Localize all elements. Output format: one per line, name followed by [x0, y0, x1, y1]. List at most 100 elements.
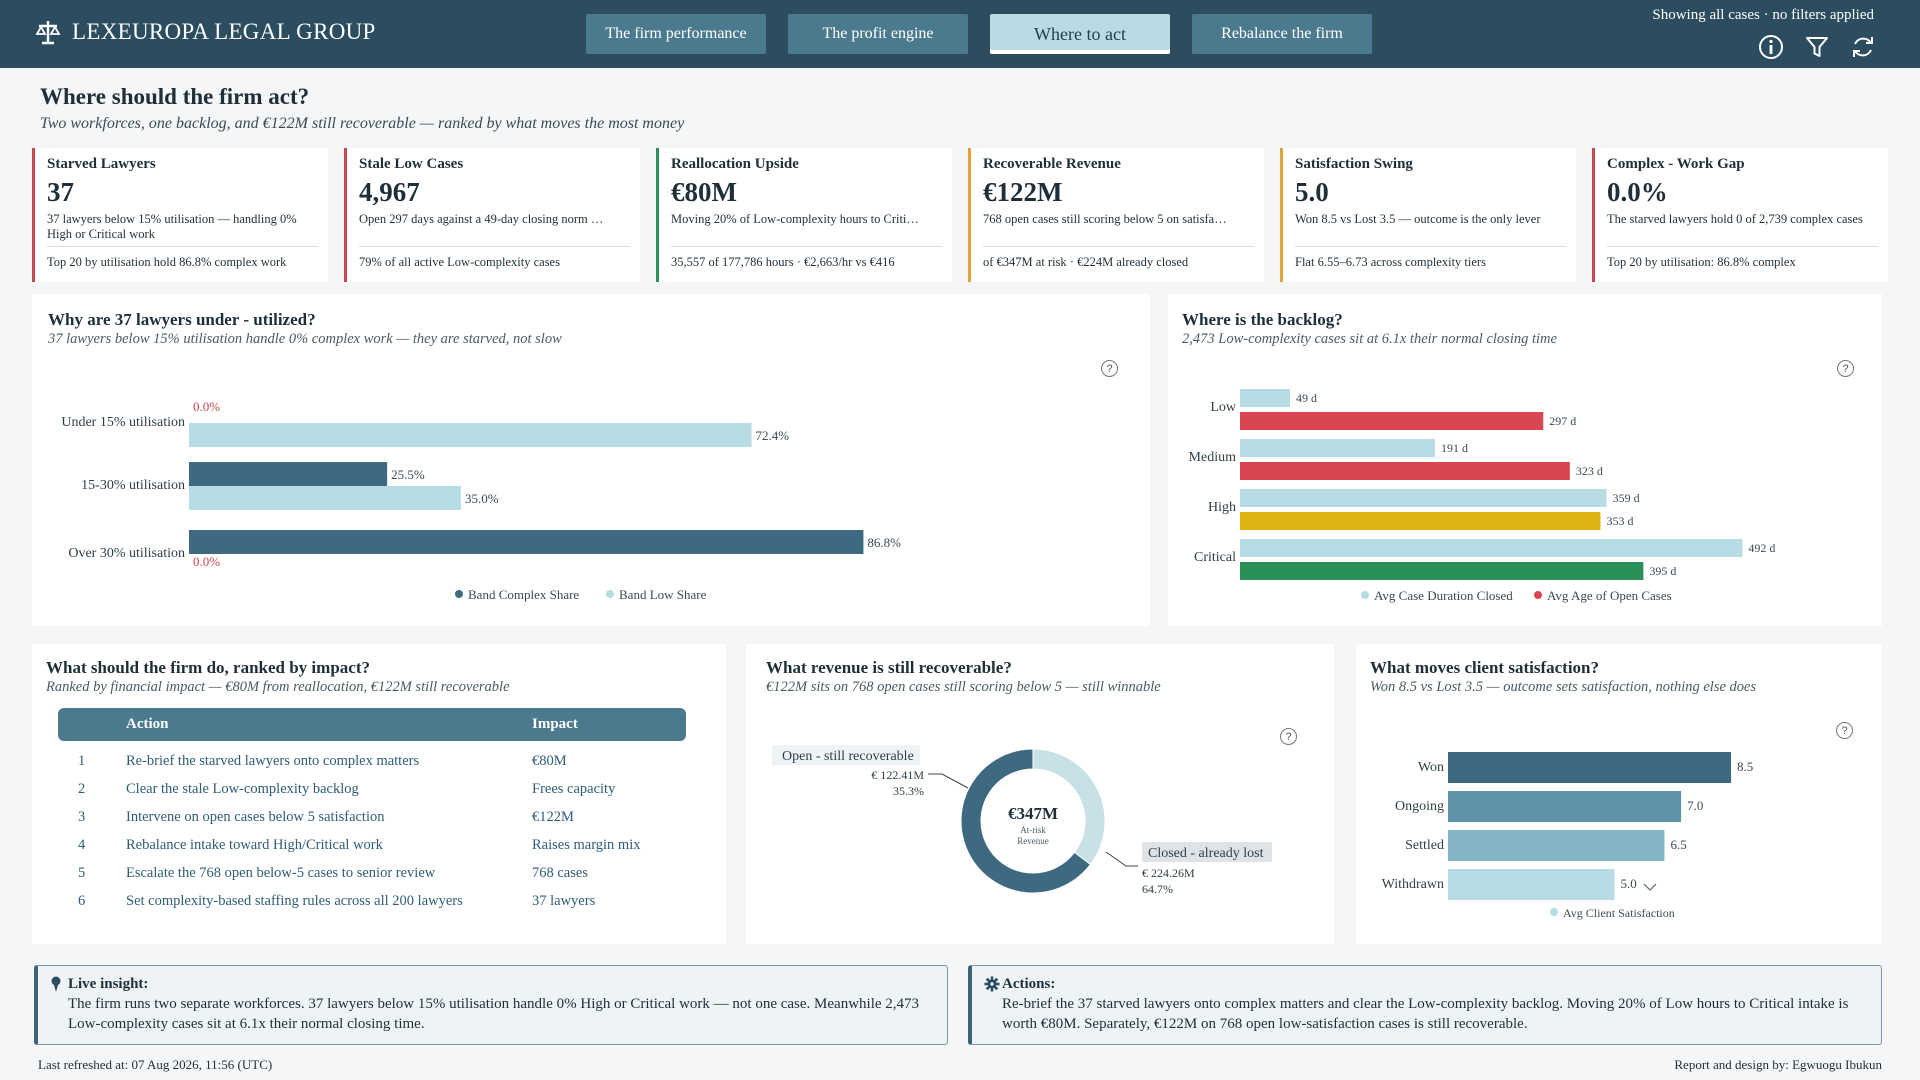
data-label: 492 d: [1748, 541, 1775, 555]
kpi-value: 0.0%: [1607, 177, 1668, 207]
category-label: 15-30% utilisation: [81, 478, 185, 493]
help-icon[interactable]: ?: [1280, 728, 1297, 745]
open-age-bar: [1240, 512, 1601, 530]
kpi-footnote: Flat 6.55–6.73 across complexity tiers: [1295, 246, 1566, 270]
actions-insight-title: Actions:: [1002, 976, 1056, 992]
table-row[interactable]: 5 Escalate the 768 open below-5 cases to …: [58, 859, 686, 887]
kpi-satisfaction-swing[interactable]: Satisfaction Swing 5.0 Won 8.5 vs Lost 3…: [1280, 148, 1576, 282]
low-share-bar: [189, 486, 461, 510]
data-label: 191 d: [1441, 441, 1468, 455]
legend-label: Band Complex Share: [468, 587, 579, 602]
slice-label-bg: [1142, 842, 1272, 862]
data-label: 359 d: [1613, 491, 1640, 505]
help-icon[interactable]: ?: [1836, 722, 1853, 739]
data-label: 0.0%: [193, 399, 220, 414]
row-number: 3: [78, 808, 86, 825]
brand[interactable]: LEXEUROPA LEGAL GROUP: [34, 18, 376, 46]
kpi-footnote: of €347M at risk · €224M already closed: [983, 246, 1254, 270]
kpi-footnote: Top 20 by utilisation: 86.8% complex: [1607, 246, 1878, 270]
duration-closed-bar: [1240, 389, 1291, 407]
kpi-stale-low-cases[interactable]: Stale Low Cases 4,967 Open 297 days agai…: [344, 148, 640, 282]
panel-subtitle: Won 8.5 vs Lost 3.5 — outcome sets satis…: [1370, 679, 1757, 695]
duration-closed-bar: [1240, 439, 1436, 457]
row-impact: 37 lawyers: [532, 892, 596, 909]
info-icon[interactable]: [1758, 34, 1784, 60]
slice-percent: 64.7%: [1142, 882, 1173, 896]
tab-where-to-act[interactable]: Where to act: [990, 14, 1170, 54]
kpi-starved-lawyers[interactable]: Starved Lawyers 37 37 lawyers below 15% …: [32, 148, 328, 282]
satisfaction-panel: What moves client satisfaction? Won 8.5 …: [1356, 644, 1882, 944]
slice-percent: 35.3%: [893, 784, 924, 798]
help-icon[interactable]: ?: [1101, 360, 1118, 377]
kpi-title: Reallocation Upside: [671, 156, 799, 172]
chevron-down-icon: [1643, 883, 1657, 891]
row-action: Intervene on open cases below 5 satisfac…: [126, 808, 385, 825]
open-age-bar: [1240, 412, 1544, 430]
category-label: Critical: [1194, 550, 1236, 565]
kpi-value: 4,967: [359, 177, 420, 207]
row-action: Re-brief the starved lawyers onto comple…: [126, 752, 420, 769]
low-share-bar: [189, 423, 752, 447]
open-age-bar: [1240, 562, 1644, 580]
table-row[interactable]: 1 Re-brief the starved lawyers onto compl…: [58, 747, 686, 775]
brand-name: LEXEUROPA LEGAL GROUP: [72, 19, 376, 44]
help-icon[interactable]: ?: [1837, 360, 1854, 377]
row-impact: Raises margin mix: [532, 836, 641, 853]
column-header-impact[interactable]: Impact: [532, 716, 578, 732]
filter-icon[interactable]: [1804, 34, 1830, 60]
data-label: 323 d: [1576, 464, 1603, 478]
utilisation-panel: Why are 37 lawyers under - utilized? 37 …: [32, 294, 1150, 626]
category-label: Over 30% utilisation: [68, 546, 185, 561]
category-label: Won: [1418, 760, 1444, 775]
data-label: 72.4%: [756, 428, 790, 443]
slice-leader-line: [928, 773, 969, 789]
kpi-footnote: Top 20 by utilisation hold 86.8% complex…: [47, 246, 318, 270]
row-impact: €80M: [532, 752, 567, 769]
category-label: Medium: [1189, 450, 1237, 465]
scales-logo-icon: [35, 21, 61, 45]
kpi-recoverable-revenue[interactable]: Recoverable Revenue €122M 768 open cases…: [968, 148, 1264, 282]
legend-label: Avg Age of Open Cases: [1547, 588, 1672, 603]
legend-label: Avg Client Satisfaction: [1563, 906, 1675, 920]
donut-center-value: €347M: [1008, 804, 1058, 823]
kpi-title: Recoverable Revenue: [983, 156, 1121, 172]
slice-label: Open - still recoverable: [782, 749, 914, 764]
legend-swatch: [606, 590, 614, 598]
tab-firm-performance[interactable]: The firm performance: [586, 14, 766, 54]
satisfaction-bar: [1448, 791, 1682, 822]
pin-icon: [50, 976, 62, 999]
kpi-description: 37 lawyers below 15% utilisation — handl…: [47, 212, 297, 241]
tab-rebalance[interactable]: Rebalance the firm: [1192, 14, 1372, 54]
column-header-action[interactable]: Action: [126, 716, 169, 732]
filter-status: Showing all cases · no filters applied: [1652, 7, 1874, 23]
satisfaction-bar: [1448, 830, 1665, 861]
donut-center-label: Revenue: [1017, 836, 1049, 846]
refresh-icon[interactable]: [1850, 34, 1876, 60]
row-number: 1: [78, 752, 86, 769]
tab-profit-engine[interactable]: The profit engine: [788, 14, 968, 54]
table-row[interactable]: 2 Clear the stale Low-complexity backlog F…: [58, 775, 686, 803]
gear-icon: [984, 976, 1000, 999]
duration-closed-bar: [1240, 489, 1607, 507]
category-label: Settled: [1405, 838, 1444, 853]
row-number: 6: [78, 892, 86, 909]
kpi-complex-work-gap[interactable]: Complex - Work Gap 0.0% The starved lawy…: [1592, 148, 1888, 282]
data-label: 86.8%: [867, 535, 901, 550]
table-row[interactable]: 6 Set complexity-based staffing rules acr…: [58, 887, 686, 915]
data-label: 8.5: [1737, 759, 1753, 774]
legend-swatch: [455, 590, 463, 598]
row-number: 5: [78, 864, 86, 881]
panel-subtitle: Ranked by financial impact — €80M from r…: [46, 679, 510, 695]
table-row[interactable]: 3 Intervene on open cases below 5 satisfa…: [58, 803, 686, 831]
slice-value: € 224.26M: [1142, 866, 1195, 880]
complex-share-bar: [189, 530, 864, 554]
panel-subtitle: €122M sits on 768 open cases still scori…: [766, 679, 1161, 695]
revenue-panel: What revenue is still recoverable? €122M…: [746, 644, 1334, 944]
kpi-title: Satisfaction Swing: [1295, 156, 1413, 172]
table-row[interactable]: 4 Rebalance intake toward High/Critical w…: [58, 831, 686, 859]
kpi-value: 37: [47, 177, 74, 207]
data-label: 5.0: [1621, 876, 1637, 891]
kpi-reallocation-upside[interactable]: Reallocation Upside €80M Moving 20% of L…: [656, 148, 952, 282]
page-subtitle: Two workforces, one backlog, and €122M s…: [40, 115, 685, 132]
